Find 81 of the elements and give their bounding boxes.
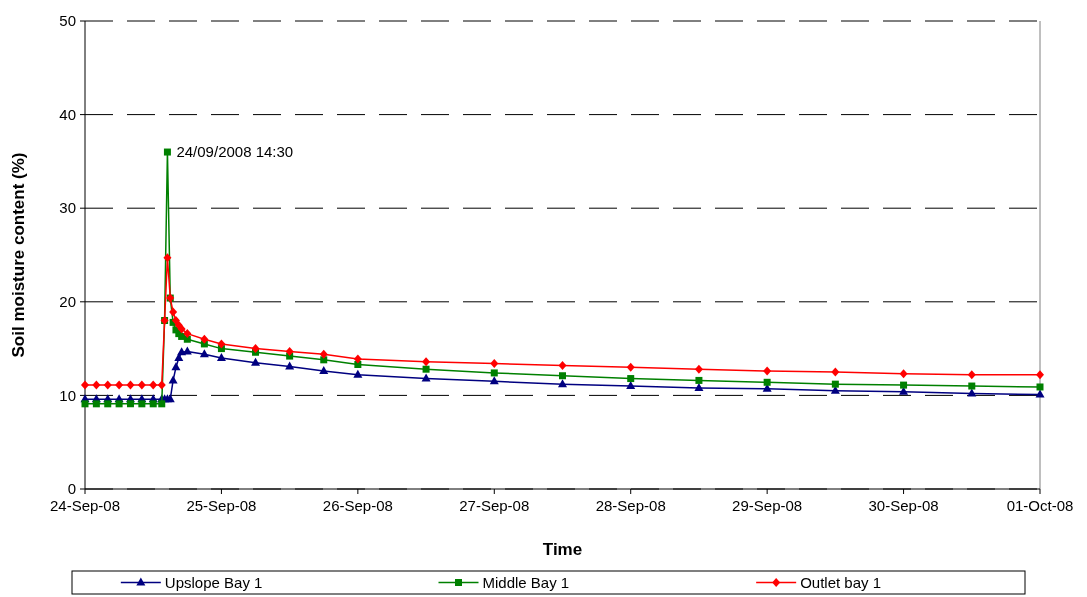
- point: [626, 362, 635, 372]
- point: [353, 369, 363, 378]
- point: [92, 380, 101, 390]
- point: [558, 379, 567, 388]
- point: [627, 375, 635, 383]
- x-tick-label: 29-Sep-08: [732, 497, 803, 514]
- point: [149, 400, 157, 408]
- point: [353, 354, 362, 364]
- point: [158, 400, 166, 408]
- point: [1036, 370, 1044, 380]
- point: [104, 400, 112, 408]
- point: [217, 339, 226, 349]
- y-tick-label: 30: [59, 199, 76, 217]
- x-tick-label: 01-Oct-08: [1006, 497, 1074, 514]
- point: [126, 380, 135, 390]
- point: [422, 365, 430, 373]
- point: [421, 373, 431, 382]
- point: [490, 369, 498, 377]
- point: [138, 400, 146, 408]
- point: [558, 360, 567, 370]
- y-tick-label: 0: [67, 480, 76, 498]
- point: [763, 366, 772, 376]
- point: [694, 364, 703, 374]
- y-axis-title: Soil moisture content (%): [9, 152, 28, 358]
- annotation: 24/09/2008 14:30: [176, 143, 294, 161]
- legend-label: Middle Bay 1: [482, 573, 570, 591]
- point: [285, 361, 295, 370]
- point: [183, 329, 192, 339]
- point: [115, 400, 123, 408]
- point: [626, 381, 636, 390]
- x-tick-label: 26-Sep-08: [322, 497, 393, 514]
- point: [251, 357, 261, 366]
- point: [137, 380, 146, 390]
- y-tick-label: 40: [59, 105, 76, 123]
- point: [149, 380, 158, 390]
- point: [81, 400, 89, 408]
- point: [115, 380, 124, 390]
- point: [900, 381, 908, 389]
- y-tick-label: 50: [59, 12, 76, 30]
- point: [695, 376, 703, 384]
- x-tick-label: 30-Sep-08: [868, 497, 939, 514]
- point: [831, 367, 840, 377]
- point: [694, 382, 704, 391]
- point: [183, 335, 191, 343]
- point: [157, 380, 166, 390]
- point: [200, 334, 209, 344]
- point: [163, 253, 172, 263]
- point: [251, 344, 260, 354]
- x-tick-label: 28-Sep-08: [595, 497, 666, 514]
- point: [171, 362, 181, 371]
- point: [285, 346, 294, 356]
- point: [763, 378, 771, 386]
- y-tick-label: 10: [59, 386, 76, 404]
- y-tick-label: 20: [59, 293, 76, 311]
- point: [968, 382, 976, 390]
- point: [199, 349, 209, 358]
- point: [103, 380, 112, 390]
- point: [319, 349, 328, 359]
- point: [163, 148, 171, 156]
- point: [422, 357, 431, 367]
- point: [216, 352, 226, 361]
- point: [174, 352, 184, 361]
- x-tick-label: 25-Sep-08: [186, 497, 257, 514]
- point: [169, 307, 178, 317]
- point: [126, 400, 134, 408]
- legend-label: Upslope Bay 1: [164, 573, 263, 591]
- x-tick-label: 27-Sep-08: [459, 497, 530, 514]
- point: [81, 380, 89, 390]
- point: [319, 366, 329, 375]
- x-axis-title: Time: [542, 540, 583, 559]
- point: [177, 324, 186, 334]
- point: [899, 369, 908, 379]
- x-tick-label: 24-Sep-08: [49, 497, 121, 514]
- point: [831, 380, 839, 388]
- point: [967, 370, 976, 380]
- point: [92, 400, 100, 408]
- point: [490, 359, 499, 369]
- point: [967, 388, 977, 397]
- legend-label: Outlet bay 1: [800, 573, 882, 591]
- point: [559, 372, 566, 380]
- point: [1036, 383, 1044, 391]
